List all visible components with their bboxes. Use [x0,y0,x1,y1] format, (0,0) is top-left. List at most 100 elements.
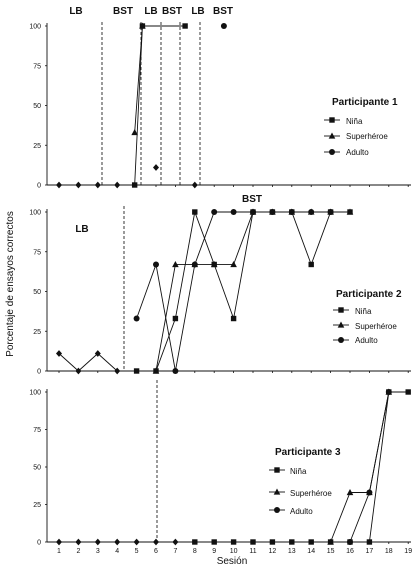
circle-marker [133,315,140,322]
panel-title: Participante 3 [275,447,341,458]
triangle-marker [346,208,354,215]
baseline-line [97,353,118,372]
diamond-marker [153,164,159,171]
circle-marker [269,209,276,215]
triangle-marker [346,489,354,496]
circle-marker [211,209,218,215]
panel-participant-1: LB BST LB BST LB BST Participante 1 Niña… [29,6,411,190]
legend-label-adulto: Adulto [355,336,378,345]
y-tick-label: 25 [33,143,41,150]
circle-marker [220,23,227,29]
circle-marker [172,368,179,374]
y-tick-label: 50 [33,289,41,296]
circle-marker [153,261,159,268]
panel-title: Participante 1 [332,97,398,108]
square-marker [182,23,188,29]
square-marker [250,539,256,545]
series-line [330,391,390,543]
legend: Niña Superhéroe Adulto [290,467,332,516]
diamond-marker [94,538,101,546]
x-tick-label: 14 [307,548,315,555]
phase-label-lb-2: LB [144,6,157,17]
square-marker [133,368,140,374]
legend-label-superheroe: Superhéroe [355,322,397,331]
x-tick-label: 12 [269,548,277,555]
phase-label-bst-3: BST [213,6,233,17]
legend: Niña Superhéroe Adulto [346,117,388,157]
triangle-marker [273,488,281,495]
y-tick-label: 50 [33,103,41,110]
y-tick-label: 75 [33,249,41,256]
y-tick-label: 0 [37,369,41,376]
triangle-marker [230,260,237,268]
square-marker [405,389,411,395]
square-marker [366,539,373,545]
diamond-marker [56,181,62,189]
square-marker [230,539,237,545]
x-tick-label: 8 [193,548,197,555]
phase-label-bst: BST [242,194,262,205]
legend-label-adulto: Adulto [290,507,313,516]
x-tick-label: 3 [96,548,100,555]
series-line [349,391,390,543]
circle-marker [329,149,335,155]
y-tick-label: 100 [29,24,41,31]
diamond-marker [94,181,101,189]
square-marker [329,117,335,123]
diamond-marker [191,181,198,189]
phase-label-lb: LB [75,224,88,235]
y-tick-label: 0 [37,183,41,190]
series-line [136,210,350,372]
diamond-marker [114,181,121,189]
legend: Niña Superhéroe Adulto [355,307,397,345]
y-tick-label: 100 [29,390,41,397]
x-tick-label: 7 [173,548,177,555]
diamond-marker [56,538,62,546]
panel-participant-2: LB BST Participante 2 Niña Superhéroe Ad… [29,194,411,376]
diamond-marker [114,367,121,375]
panel-title: Participante 2 [336,289,402,300]
phase-label-bst-1: BST [113,6,133,17]
y-tick-label: 75 [33,427,41,434]
circle-marker [230,209,237,215]
phase-label-lb-3: LB [191,6,204,17]
square-marker [289,539,295,545]
square-marker [338,307,344,313]
diamond-marker [75,538,82,546]
y-axis-label: Porcentaje de ensayos correctos [5,211,16,357]
panel-participant-3: Participante 3 Niña Superhéroe Adulto 0 2… [29,380,412,555]
square-marker [131,182,138,188]
triangle-marker [328,132,336,139]
circle-marker [338,337,344,343]
x-tick-label: 6 [154,548,158,555]
x-tick-label: 9 [212,548,216,555]
triangle-marker [337,321,345,328]
circle-marker [250,209,256,215]
x-axis-label: Sesión [217,556,248,567]
circle-marker [191,261,198,268]
diamond-marker [114,538,121,546]
square-marker [192,539,198,545]
square-marker [211,539,217,545]
legend-label-adulto: Adulto [346,148,369,157]
diamond-marker [56,350,62,357]
x-tick-label: 18 [385,548,393,555]
circle-marker [385,389,392,395]
square-marker [230,315,237,322]
triangle-marker [152,367,160,374]
x-tick-label: 19 [404,548,412,555]
series-line [194,391,409,543]
circle-marker [274,507,280,513]
circle-marker [327,209,334,215]
x-tick-label: 4 [115,548,119,555]
x-tick-label: 11 [249,548,256,555]
y-tick-label: 25 [33,329,41,336]
baseline-line [58,353,79,372]
legend-label-superheroe: Superhéroe [346,132,388,141]
y-tick-label: 50 [33,465,41,472]
legend-label-nina: Niña [355,307,372,316]
x-tick-label: 10 [230,548,238,555]
diamond-marker [172,538,179,546]
baseline-line [78,353,99,372]
legend-label-nina: Niña [290,467,307,476]
